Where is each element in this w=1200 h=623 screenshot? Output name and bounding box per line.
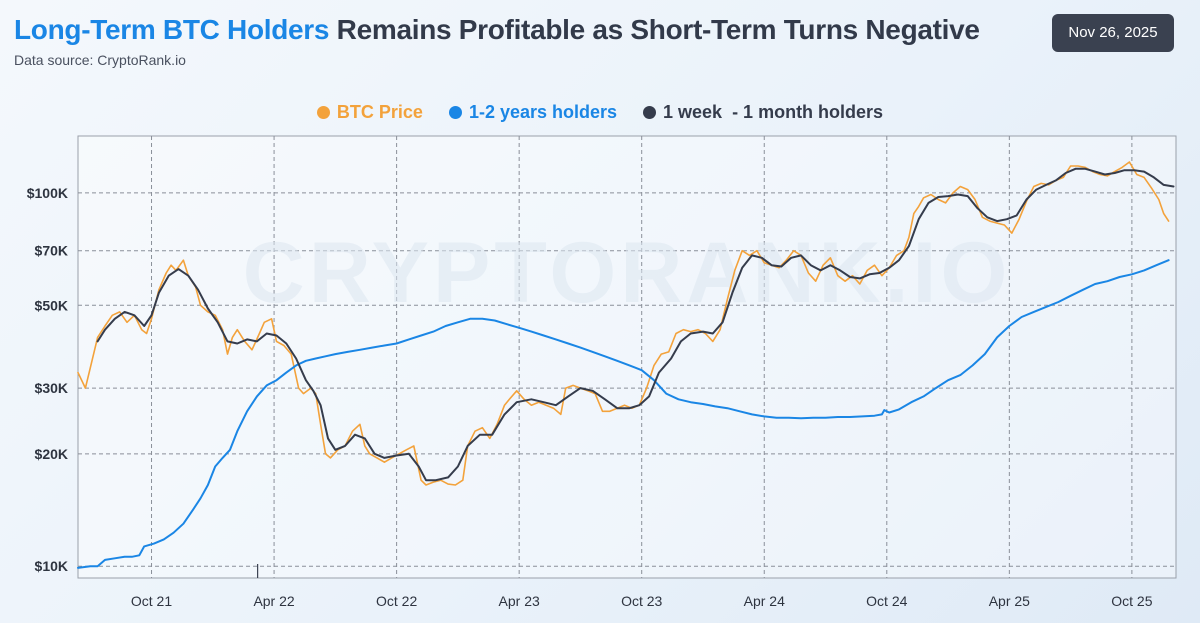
y-tick-label: $10K: [35, 558, 68, 574]
legend-long-dot: [448, 106, 462, 119]
x-tick-label: Oct 21: [131, 593, 172, 609]
chart-title: Long-Term BTC Holders Remains Profitable…: [14, 14, 980, 46]
x-tick-label: Apr 23: [499, 593, 540, 609]
x-axis-ticks: Oct 21 Apr 22 Oct 22 Apr 23 Oct 23 Apr 24 Oct …: [131, 564, 1153, 609]
gridlines: [78, 136, 1176, 578]
legend-short-term[interactable]: 1 week - 1 month holders: [643, 102, 883, 123]
legend-btc-label: BTC Price: [336, 102, 423, 122]
x-tick-label: Oct 22: [376, 593, 417, 609]
x-tick-label: Apr 22: [253, 593, 294, 609]
y-axis-ticks: $10K $20K $30K $50K $70K $100K: [27, 185, 68, 574]
legend-btc-price[interactable]: BTC Price: [316, 102, 423, 123]
data-source: Data source: CryptoRank.io: [14, 52, 186, 68]
x-tick-label: Oct 24: [866, 593, 907, 609]
x-tick-label: Apr 25: [989, 593, 1030, 609]
long-term-holders-line: [77, 259, 1170, 569]
legend-long-label: 1-2 years holders: [468, 102, 618, 122]
watermark: CRYPTORANK.IO: [243, 225, 1012, 321]
y-tick-label: $70K: [35, 243, 68, 259]
date-badge: Nov 26, 2025: [1052, 14, 1174, 52]
y-tick-label: $50K: [35, 297, 68, 313]
title-accent: Long-Term BTC Holders: [14, 14, 330, 45]
legend-long-term[interactable]: 1-2 years holders: [448, 102, 618, 123]
legend-btc-dot: [316, 106, 330, 119]
short-term-holders-line: [96, 167, 1175, 482]
x-tick-label: Oct 23: [621, 593, 662, 609]
y-tick-label: $20K: [35, 446, 68, 462]
y-tick-label: $100K: [27, 185, 68, 201]
x-tick-label: Oct 25: [1111, 593, 1152, 609]
title-rest: Remains Profitable as Short-Term Turns N…: [329, 14, 980, 45]
y-tick-label: $30K: [35, 380, 68, 396]
x-tick-label: Apr 24: [744, 593, 785, 609]
legend-short-dot: [643, 106, 657, 119]
legend-short-label: 1 week - 1 month holders: [663, 102, 884, 122]
series-lines: [77, 161, 1175, 569]
plot-area: [77, 135, 1177, 579]
plot-frame: [77, 135, 1177, 579]
legend: BTC Price 1-2 years holders 1 week - 1 m…: [0, 102, 1200, 123]
header: Long-Term BTC Holders Remains Profitable…: [14, 14, 980, 68]
